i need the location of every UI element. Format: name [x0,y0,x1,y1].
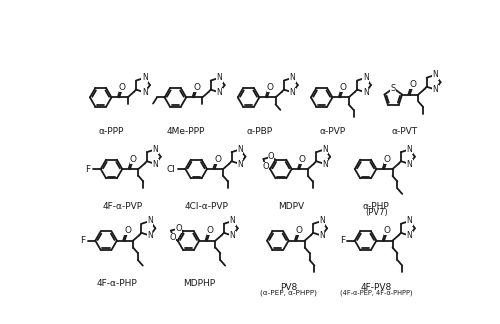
Text: O: O [206,226,214,235]
Text: N: N [290,73,296,82]
Text: N: N [142,88,148,97]
Text: O: O [170,233,176,242]
Text: O: O [262,162,269,171]
Text: O: O [299,155,306,164]
Text: (α-PEP, α-PHPP): (α-PEP, α-PHPP) [260,289,317,295]
Text: α-PHP: α-PHP [363,202,390,211]
Text: O: O [214,155,221,164]
Text: O: O [384,155,390,164]
Text: N: N [290,88,296,97]
Text: 4F-α-PVP: 4F-α-PVP [102,202,142,211]
Text: N: N [147,216,153,226]
Text: O: O [296,226,303,235]
Text: N: N [230,216,235,226]
Text: N: N [216,88,222,97]
Text: N: N [363,73,368,82]
Text: Cl: Cl [166,165,175,174]
Text: N: N [406,159,412,168]
Text: O: O [266,83,274,92]
Text: N: N [238,159,243,168]
Text: F: F [80,236,86,245]
Text: 4Me-PPP: 4Me-PPP [167,127,205,136]
Text: 4Cl-α-PVP: 4Cl-α-PVP [185,202,229,211]
Text: 4F-PV8: 4F-PV8 [360,283,392,292]
Text: 4F-α-PHP: 4F-α-PHP [96,279,138,288]
Text: O: O [130,155,136,164]
Text: PV8: PV8 [280,283,297,292]
Text: N: N [432,85,438,94]
Text: α-PPP: α-PPP [99,127,124,136]
Text: N: N [319,231,324,240]
Text: N: N [363,88,368,97]
Text: F: F [340,236,345,245]
Text: O: O [410,80,416,89]
Text: O: O [124,226,131,235]
Text: O: O [175,224,182,233]
Text: N: N [147,231,153,240]
Text: N: N [432,70,438,79]
Text: N: N [406,145,412,154]
Text: MDPV: MDPV [278,202,304,211]
Text: F: F [86,165,90,174]
Text: N: N [322,159,328,168]
Text: N: N [319,216,324,226]
Text: N: N [142,73,148,82]
Text: N: N [238,145,243,154]
Text: MDPHP: MDPHP [183,279,216,288]
Text: α-PVP: α-PVP [320,127,345,136]
Text: O: O [268,153,274,161]
Text: α-PBP: α-PBP [246,127,272,136]
Text: N: N [406,216,412,226]
Text: N: N [230,231,235,240]
Text: O: O [194,83,200,92]
Text: O: O [340,83,347,92]
Text: N: N [152,159,158,168]
Text: O: O [119,83,126,92]
Text: N: N [216,73,222,82]
Text: (PV7): (PV7) [365,208,388,217]
Text: S: S [390,84,396,93]
Text: (4F-α-PEP, 4F-α-PHPP): (4F-α-PEP, 4F-α-PHPP) [340,289,412,295]
Text: N: N [322,145,328,154]
Text: α-PVT: α-PVT [391,127,417,136]
Text: N: N [406,231,412,240]
Text: N: N [152,145,158,154]
Text: O: O [384,226,390,235]
